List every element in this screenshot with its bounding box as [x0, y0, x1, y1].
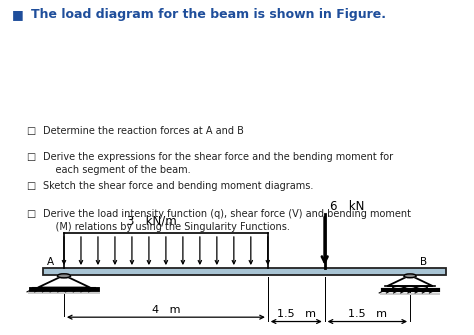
- Text: Derive the expressions for the shear force and the bending moment for
    each s: Derive the expressions for the shear for…: [43, 152, 393, 175]
- Text: 4   m: 4 m: [152, 305, 180, 315]
- Polygon shape: [38, 275, 90, 287]
- Text: □: □: [26, 209, 36, 219]
- Text: 6   kN: 6 kN: [330, 200, 365, 213]
- Polygon shape: [387, 275, 433, 286]
- Text: □: □: [26, 181, 36, 191]
- Text: □: □: [26, 126, 36, 136]
- Circle shape: [57, 274, 71, 278]
- Text: 3   kN/m: 3 kN/m: [127, 214, 176, 227]
- Text: ■: ■: [12, 8, 24, 21]
- Text: 1.5   m: 1.5 m: [348, 309, 387, 319]
- Polygon shape: [43, 268, 446, 275]
- Text: 1.5   m: 1.5 m: [277, 309, 316, 319]
- Text: A: A: [46, 257, 54, 267]
- Text: Determine the reaction forces at A and B: Determine the reaction forces at A and B: [43, 126, 244, 136]
- Circle shape: [392, 286, 404, 290]
- Circle shape: [404, 286, 415, 290]
- Text: Sketch the shear force and bending moment diagrams.: Sketch the shear force and bending momen…: [43, 181, 313, 191]
- Circle shape: [417, 286, 428, 290]
- Circle shape: [404, 274, 416, 278]
- Text: The load diagram for the beam is shown in Figure.: The load diagram for the beam is shown i…: [31, 8, 386, 21]
- Text: Derive the load intensity function (q), shear force (V) and bending moment
    (: Derive the load intensity function (q), …: [43, 209, 410, 232]
- Text: B: B: [420, 257, 428, 267]
- Text: □: □: [26, 152, 36, 162]
- Polygon shape: [28, 292, 100, 294]
- Polygon shape: [380, 293, 440, 295]
